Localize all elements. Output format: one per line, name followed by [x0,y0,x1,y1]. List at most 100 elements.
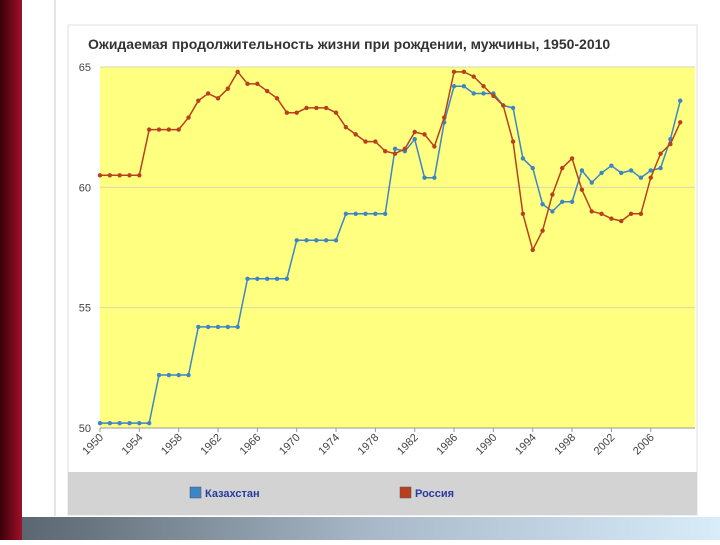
data-point [402,146,408,152]
data-point [638,211,644,217]
data-point [255,276,260,281]
series-line [100,85,681,424]
data-point [127,420,132,426]
data-point [186,372,191,378]
data-point [609,163,614,168]
data-point [422,132,427,137]
data-point [412,129,417,135]
data-point [510,105,516,111]
data-point [146,420,152,426]
data-point [481,84,486,89]
data-point [97,420,103,426]
data-point [304,238,309,243]
data-point [314,238,319,243]
data-point [540,228,545,233]
data-point [589,209,594,214]
data-point [235,324,240,330]
data-point [353,132,358,137]
data-point [343,211,349,217]
data-point [137,420,142,426]
legend-label: Россия [415,488,454,500]
data-point [176,372,181,378]
data-point [343,124,349,130]
y-tick-label: 55 [79,303,91,315]
side-bar [0,0,22,540]
data-point [225,86,231,91]
data-point [264,276,270,281]
data-point [284,110,290,115]
data-point [353,211,358,217]
data-point [471,91,476,96]
data-point [491,93,496,99]
data-point [205,91,211,96]
legend-band [68,472,697,515]
data-point [599,170,604,176]
data-point [392,146,398,152]
data-point [274,96,280,101]
data-point [530,165,535,171]
data-point [294,238,299,243]
data-point [422,175,427,180]
data-point [363,211,368,217]
data-point [166,372,172,378]
data-point [235,69,240,75]
data-point [363,139,368,144]
data-point [678,98,683,103]
legend-swatch [399,486,412,499]
data-point [196,324,201,330]
data-point [510,139,516,144]
data-point [383,211,388,217]
data-point [560,199,565,204]
data-point [107,420,113,426]
data-point [520,156,526,161]
data-point [333,110,339,115]
data-point [658,165,663,171]
data-point [481,91,486,96]
data-point [648,168,653,173]
data-point [638,175,644,180]
data-point [432,144,437,149]
data-point [294,110,299,115]
data-point [225,324,231,330]
data-point [560,165,565,171]
data-point [245,81,250,87]
data-point [569,156,575,161]
chart-title: Ожидаемая продолжительность жизни при ро… [88,36,610,52]
data-point [176,127,181,132]
data-point [432,175,437,180]
data-point [678,120,683,125]
data-point [530,247,535,253]
data-point [215,96,221,101]
data-point [550,192,555,197]
data-point [245,276,250,281]
data-point [284,276,290,281]
data-point [137,173,142,178]
data-point [451,69,457,75]
series-line [100,70,681,252]
data-point [196,98,201,103]
data-point [609,216,614,221]
data-point [569,199,575,204]
data-point [471,74,476,79]
data-point [117,420,122,426]
data-point [668,141,673,147]
data-point [333,238,339,243]
legend-swatch [189,486,202,499]
data-point [146,127,152,132]
data-point [127,173,132,178]
data-point [619,170,624,176]
plot-area [100,67,695,428]
data-point [117,173,122,178]
data-point [550,209,555,214]
data-point [107,173,113,178]
bottom-bar [22,517,720,540]
data-point [314,105,319,111]
data-point [156,127,162,132]
data-point [599,211,604,217]
data-point [186,115,191,120]
data-point [658,151,663,156]
data-point [304,105,309,111]
data-point [156,372,162,378]
data-point [501,103,506,108]
legend-label: Казахстан [205,488,260,500]
